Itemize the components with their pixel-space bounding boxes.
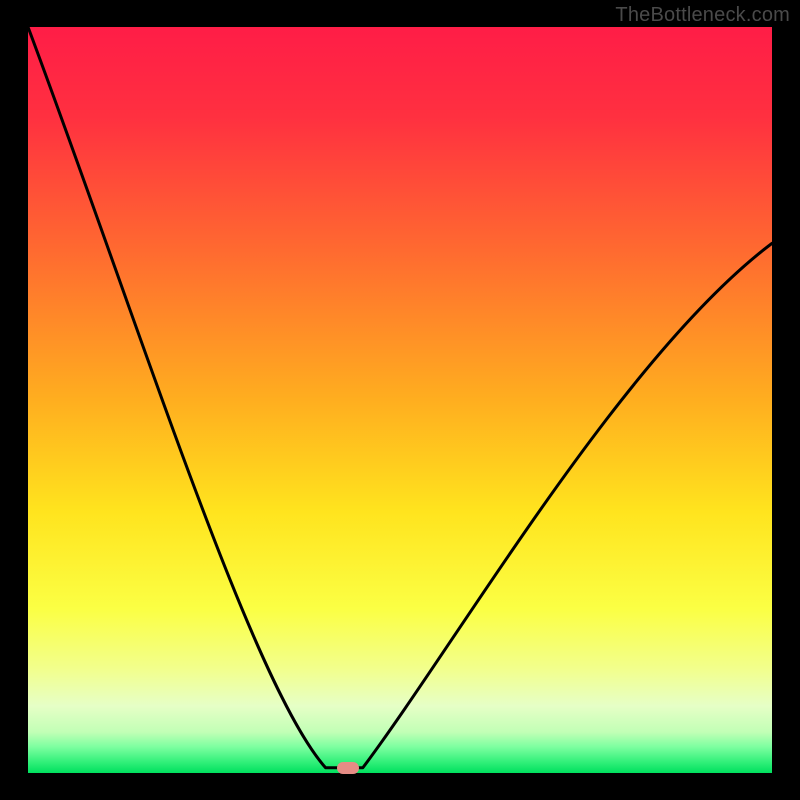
curve-svg [28,27,772,773]
bottleneck-curve [28,27,772,768]
watermark-text: TheBottleneck.com [615,4,790,27]
optimum-marker [337,762,359,774]
plot-area [28,27,772,773]
